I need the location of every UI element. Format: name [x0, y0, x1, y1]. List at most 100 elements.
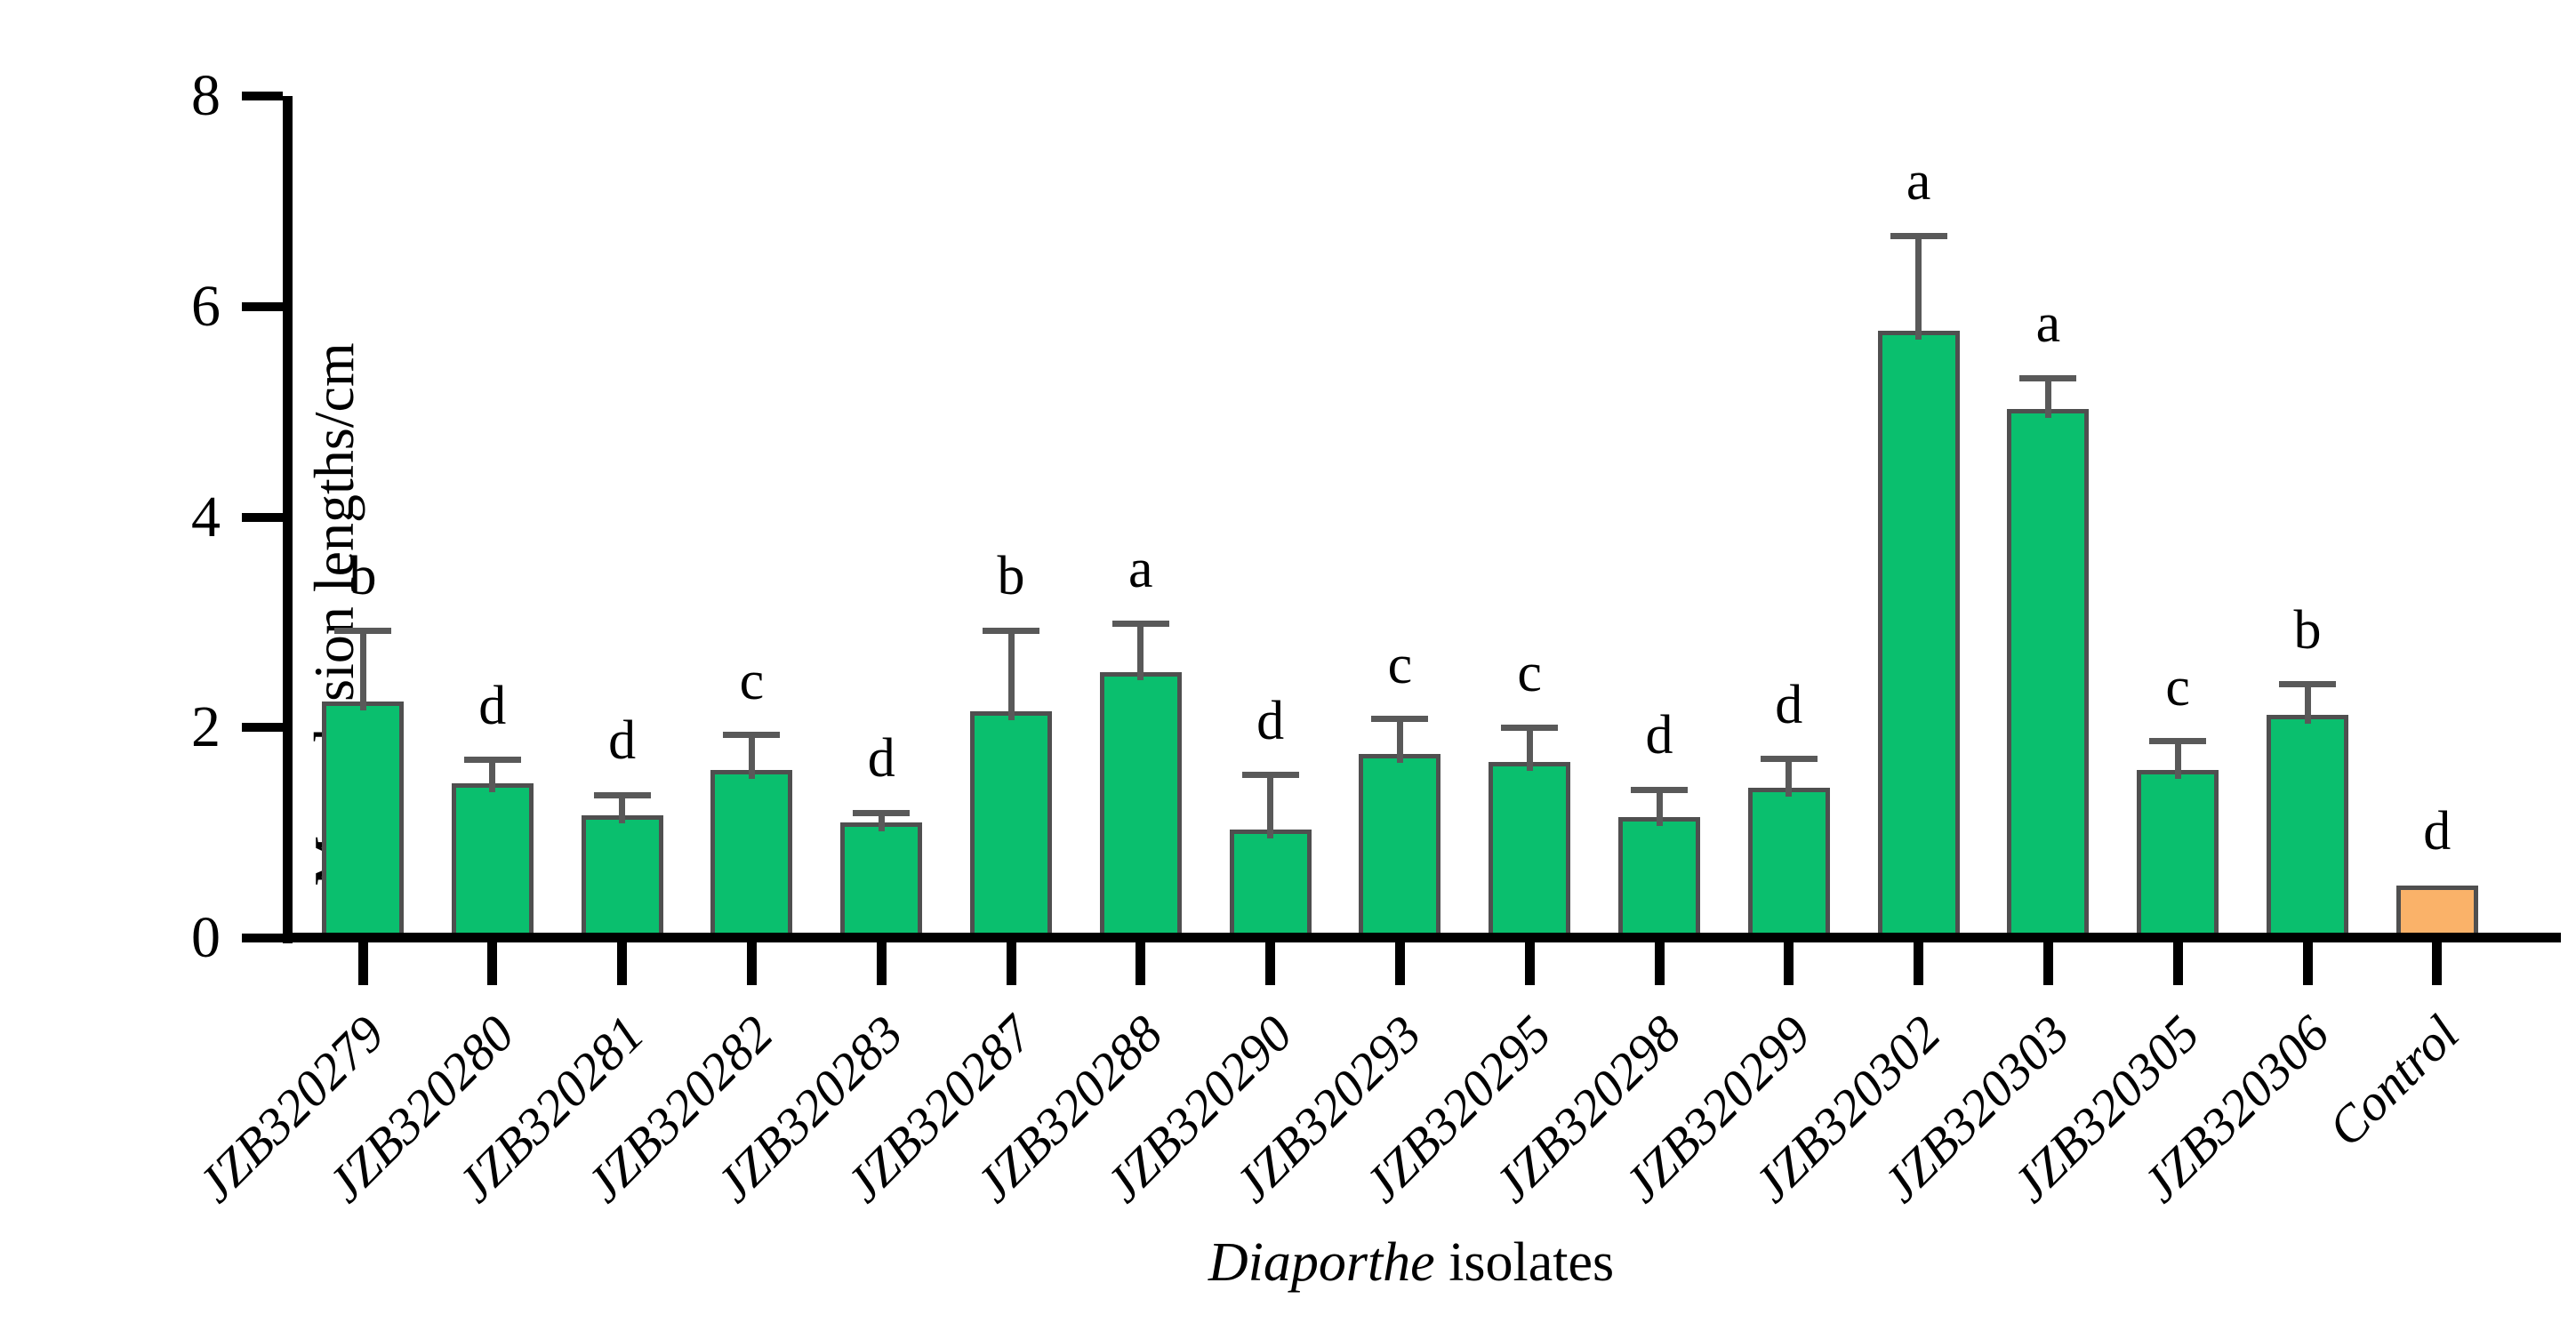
error-bar-stem [1396, 718, 1403, 763]
bar [581, 814, 663, 942]
bar [1099, 671, 1182, 942]
x-tick [617, 942, 628, 985]
y-tick [242, 512, 283, 522]
error-bar-cap [853, 809, 911, 816]
error-bar-stem [2044, 378, 2051, 418]
error-bar-cap [1501, 724, 1559, 731]
y-tick [242, 92, 283, 100]
error-bar-cap [2149, 738, 2207, 745]
significance-letter: d [1645, 705, 1673, 766]
x-axis-title-rest: isolates [1448, 1232, 1615, 1293]
significance-letter: a [2035, 293, 2061, 355]
x-tick [1006, 942, 1016, 985]
bar [710, 769, 793, 942]
x-tick [746, 942, 757, 985]
significance-letter: b [997, 546, 1025, 607]
error-bar-cap [1890, 232, 1947, 239]
y-tick-label: 2 [191, 694, 221, 760]
bar [970, 711, 1052, 942]
bar [1229, 830, 1312, 942]
significance-letter: b [349, 546, 377, 607]
y-tick-label: 6 [191, 273, 221, 339]
x-tick [2172, 942, 2183, 985]
error-bar-cap [723, 732, 781, 739]
significance-letter: a [1128, 539, 1153, 600]
x-tick [1524, 942, 1535, 985]
error-bar-cap [983, 627, 1039, 634]
significance-letter: d [2423, 800, 2452, 862]
y-tick [242, 301, 283, 311]
significance-letter: d [608, 710, 637, 771]
bar [451, 782, 534, 942]
y-tick-label: 4 [191, 484, 221, 549]
x-tick [2432, 942, 2443, 985]
error-bar-stem [2304, 684, 2311, 725]
bar [1877, 330, 1960, 942]
y-tick-label: 0 [191, 905, 221, 970]
significance-letter: c [2165, 656, 2190, 718]
x-tick [1914, 942, 1924, 985]
y-tick [242, 934, 283, 942]
error-bar-stem [1007, 630, 1015, 721]
significance-letter: c [1517, 643, 1542, 704]
y-axis-title: Mean lesion lengths/cm [302, 342, 365, 886]
x-tick [876, 942, 887, 985]
error-bar-stem [1656, 790, 1663, 826]
x-tick [1784, 942, 1794, 985]
bar [1618, 816, 1700, 942]
bar [322, 701, 404, 942]
significance-letter: d [1775, 674, 1803, 735]
error-bar-cap [1241, 772, 1299, 779]
significance-letter: d [1256, 690, 1285, 751]
y-tick-label: 8 [191, 63, 221, 128]
bar [840, 822, 923, 942]
error-bar-cap [1760, 756, 1818, 763]
x-axis-line [283, 933, 2561, 942]
x-tick [357, 942, 368, 985]
bar [1747, 787, 1830, 942]
error-bar-stem [748, 734, 755, 779]
error-bar-stem [359, 630, 366, 710]
y-axis-line [283, 96, 293, 943]
x-tick [2042, 942, 2053, 985]
error-bar-cap [1371, 716, 1429, 723]
error-bar-stem [1137, 623, 1144, 681]
error-bar-cap [1111, 620, 1169, 627]
significance-letter: a [1906, 151, 1931, 212]
bar [1489, 762, 1571, 942]
error-bar-stem [489, 759, 496, 792]
x-tick [1654, 942, 1665, 985]
error-bar-stem [878, 813, 885, 831]
x-tick [1394, 942, 1405, 985]
significance-letter: b [2293, 599, 2322, 661]
significance-letter: c [1387, 634, 1413, 695]
significance-letter: c [739, 650, 765, 711]
error-bar-cap [593, 791, 651, 798]
x-tick [1136, 942, 1146, 985]
x-tick [2302, 942, 2313, 985]
bar [2267, 715, 2348, 942]
bar [2395, 885, 2478, 942]
x-tick [1265, 942, 1276, 985]
bar [1359, 753, 1441, 942]
error-bar-cap [463, 757, 521, 764]
error-bar-cap [334, 627, 391, 634]
significance-letter: d [478, 675, 507, 736]
error-bar-cap [2019, 374, 2077, 381]
bar [2007, 408, 2090, 942]
bar [2137, 769, 2219, 942]
error-bar-stem [619, 795, 626, 824]
error-bar-cap [1631, 786, 1688, 793]
error-bar-stem [1786, 758, 1793, 797]
x-axis-title: Diaporthe isolates [789, 1229, 2034, 1296]
error-bar-stem [1526, 727, 1533, 772]
x-tick [487, 942, 498, 985]
error-bar-stem [1267, 774, 1274, 839]
significance-letter: d [867, 728, 895, 790]
error-bar-stem [2174, 741, 2181, 779]
error-bar-cap [2279, 681, 2336, 688]
error-bar-stem [1915, 236, 1922, 340]
y-tick [242, 723, 283, 733]
